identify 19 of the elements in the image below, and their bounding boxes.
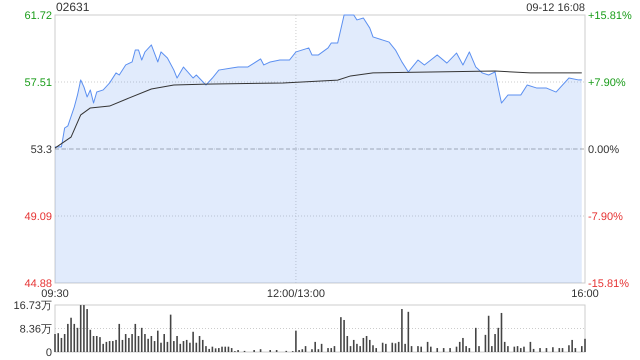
y2-tick-label: -15.81% — [588, 278, 630, 290]
y-tick-label: 61.72 — [24, 10, 52, 22]
y-tick-label: 0 — [46, 347, 52, 359]
y-tick-label: 57.51 — [24, 77, 52, 89]
y-tick-label: 8.36万 — [20, 324, 52, 336]
y-tick-label: 44.88 — [24, 278, 52, 290]
x-tick-label: 16:00 — [571, 288, 599, 300]
y2-tick-label: 0.00% — [588, 144, 620, 156]
y2-tick-label: -7.90% — [588, 210, 624, 223]
y-tick-label: 53.3 — [30, 144, 52, 156]
y2-tick-label: +15.81% — [588, 10, 632, 22]
x-tick-label: 12:00/13:00 — [266, 288, 325, 300]
y-tick-label: 49.09 — [24, 211, 52, 223]
chart-title: 02631 — [56, 0, 90, 14]
line-series — [54, 70, 582, 149]
text: 09-12 16:08 — [526, 2, 585, 14]
y-tick-label: 16.73万 — [13, 300, 52, 312]
x-tick-label: 09:30 — [41, 288, 69, 300]
y2-tick-label: +7.90% — [588, 77, 626, 90]
